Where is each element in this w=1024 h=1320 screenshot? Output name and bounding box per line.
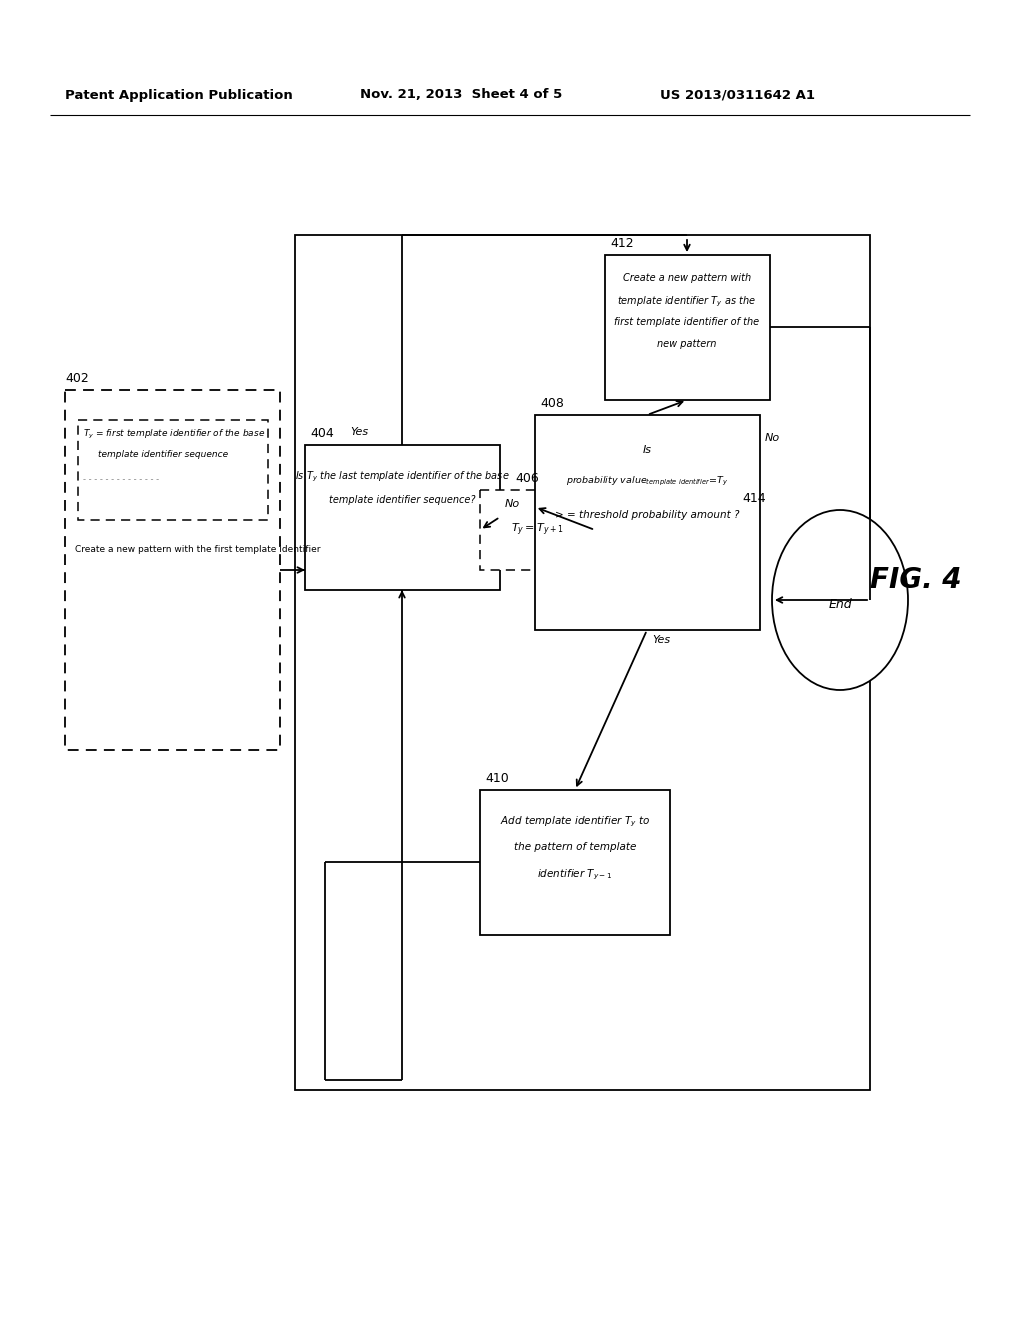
Text: 406: 406 [515,473,539,484]
Text: > = threshold probability amount ?: > = threshold probability amount ? [555,510,739,520]
Bar [295,235,870,1090]
Bar [605,255,770,400]
Text: Nov. 21, 2013  Sheet 4 of 5: Nov. 21, 2013 Sheet 4 of 5 [360,88,562,102]
Text: 402: 402 [65,372,89,385]
Text: new pattern: new pattern [657,339,717,348]
Text: Yes: Yes [350,426,368,437]
Text: Patent Application Publication: Patent Application Publication [65,88,293,102]
Text: 412: 412 [610,238,634,249]
Text: Is $T_y$ the last template identifier of the base: Is $T_y$ the last template identifier of… [295,470,509,484]
Text: - - - - - - - - - - - - - -: - - - - - - - - - - - - - - [83,475,159,484]
Text: template identifier $T_y$ as the: template identifier $T_y$ as the [617,294,757,309]
Text: template identifier sequence?: template identifier sequence? [329,495,475,506]
Bar [78,420,268,520]
Text: 408: 408 [540,397,564,411]
Text: Yes: Yes [652,635,670,645]
Text: No: No [765,433,780,444]
Text: the pattern of template: the pattern of template [514,842,636,851]
Text: Is: Is [642,445,651,455]
Bar [480,490,595,570]
Bar [65,389,280,750]
Text: Create a new pattern with the first template identifier: Create a new pattern with the first temp… [75,545,321,554]
Text: identifier $T_{y-1}$: identifier $T_{y-1}$ [538,869,612,882]
Text: 404: 404 [310,426,334,440]
Text: template identifier sequence: template identifier sequence [98,450,228,459]
Text: 410: 410 [485,772,509,785]
Text: Create a new pattern with: Create a new pattern with [623,273,751,282]
Text: probability value$_{template\ identifier}$=$T_y$: probability value$_{template\ identifier… [566,475,728,488]
Bar [480,789,670,935]
Text: FIG. 4: FIG. 4 [870,566,962,594]
Text: $T_y = T_{y+1}$: $T_y = T_{y+1}$ [511,521,563,539]
Text: No: No [505,499,520,510]
Text: $T_y$ = first template identifier of the base: $T_y$ = first template identifier of the… [83,428,265,441]
Text: End: End [828,598,852,611]
Text: first template identifier of the: first template identifier of the [614,317,760,327]
Bar [535,414,760,630]
Text: Add template identifier $T_y$ to: Add template identifier $T_y$ to [500,814,650,829]
Text: US 2013/0311642 A1: US 2013/0311642 A1 [660,88,815,102]
Bar [305,445,500,590]
Text: 414: 414 [742,492,766,506]
Ellipse shape [772,510,908,690]
